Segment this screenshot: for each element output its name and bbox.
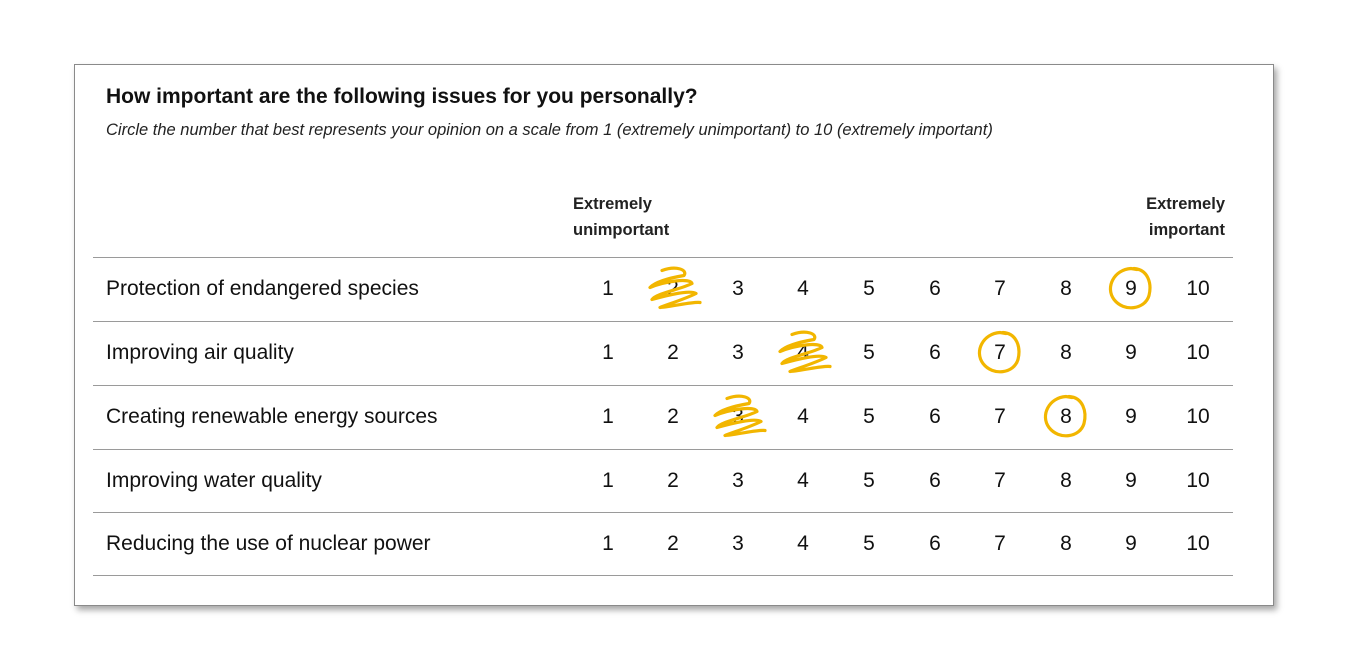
scale-option-6[interactable]: 6 — [929, 277, 941, 300]
scale-option-6[interactable]: 6 — [929, 532, 941, 555]
scale-option-5[interactable]: 5 — [863, 405, 875, 428]
scale-option-9[interactable]: 9 — [1125, 405, 1137, 428]
scale-option-1[interactable]: 1 — [602, 341, 614, 364]
question-title: How important are the following issues f… — [106, 85, 698, 108]
rating-row: Improving water quality 1 2 3 4 5 6 7 8 9 10 — [75, 449, 1275, 512]
scale-low-anchor: Extremely unimportant — [573, 191, 669, 243]
scale-option-6[interactable]: 6 — [929, 405, 941, 428]
rating-row: Protection of endangered species 1 2 3 4 5 6 7 8… — [75, 257, 1275, 320]
row-divider — [93, 512, 1233, 513]
scale-high-line2: important — [1148, 221, 1225, 239]
item-label: Improving water quality — [106, 469, 322, 492]
scale-low-line2: unimportant — [573, 221, 670, 239]
scale-option-3[interactable]: 3 — [732, 532, 744, 555]
scale-option-7[interactable]: 7 — [994, 405, 1006, 428]
scale-option-4[interactable]: 4 — [797, 277, 809, 300]
scale-option-9[interactable]: 9 — [1125, 532, 1137, 555]
scale-option-1[interactable]: 1 — [602, 277, 614, 300]
scale-option-8[interactable]: 8 — [1060, 405, 1072, 428]
row-divider — [93, 321, 1233, 322]
scale-option-3[interactable]: 3 — [732, 341, 744, 364]
row-divider — [93, 449, 1233, 450]
scale-option-1[interactable]: 1 — [602, 469, 614, 492]
scale-high-anchor: Extremely important — [1146, 191, 1225, 243]
item-label: Improving air quality — [106, 341, 294, 364]
scale-option-5[interactable]: 5 — [863, 532, 875, 555]
scale-high-line1: Extremely — [1146, 195, 1225, 213]
scale-option-1[interactable]: 1 — [602, 532, 614, 555]
item-label: Creating renewable energy sources — [106, 405, 438, 428]
rating-row: Improving air quality 1 2 3 4 5 6 7 8 9 10 — [75, 321, 1275, 384]
scale-option-9[interactable]: 9 — [1125, 469, 1137, 492]
scale-option-2[interactable]: 2 — [667, 277, 679, 300]
scale-option-2[interactable]: 2 — [667, 532, 679, 555]
scale-option-7[interactable]: 7 — [994, 277, 1006, 300]
scale-option-10[interactable]: 10 — [1186, 469, 1210, 492]
row-divider — [93, 575, 1233, 576]
scale-option-7[interactable]: 7 — [994, 532, 1006, 555]
rating-row: Creating renewable energy sources 1 2 3 4 5 6 7… — [75, 385, 1275, 448]
scale-option-6[interactable]: 6 — [929, 469, 941, 492]
scale-option-8[interactable]: 8 — [1060, 341, 1072, 364]
instruction-text: Circle the number that best represents y… — [106, 121, 993, 139]
scale-option-5[interactable]: 5 — [863, 277, 875, 300]
row-divider — [93, 385, 1233, 386]
scale-option-4[interactable]: 4 — [797, 405, 809, 428]
scale-option-8[interactable]: 8 — [1060, 532, 1072, 555]
scale-option-3[interactable]: 3 — [732, 469, 744, 492]
scale-option-5[interactable]: 5 — [863, 341, 875, 364]
scale-option-3[interactable]: 3 — [732, 277, 744, 300]
scale-option-6[interactable]: 6 — [929, 341, 941, 364]
survey-card: How important are the following issues f… — [74, 64, 1274, 606]
scale-option-10[interactable]: 10 — [1186, 277, 1210, 300]
scale-option-8[interactable]: 8 — [1060, 277, 1072, 300]
rating-row: Reducing the use of nuclear power 1 2 3 4 5 6 7… — [75, 512, 1275, 575]
scale-option-10[interactable]: 10 — [1186, 405, 1210, 428]
scale-option-1[interactable]: 1 — [602, 405, 614, 428]
item-label: Reducing the use of nuclear power — [106, 532, 431, 555]
scale-option-7[interactable]: 7 — [994, 341, 1006, 364]
scale-option-2[interactable]: 2 — [667, 469, 679, 492]
scale-option-4[interactable]: 4 — [797, 532, 809, 555]
scale-option-2[interactable]: 2 — [667, 341, 679, 364]
scale-option-4[interactable]: 4 — [797, 341, 809, 364]
scale-option-4[interactable]: 4 — [797, 469, 809, 492]
scale-option-7[interactable]: 7 — [994, 469, 1006, 492]
scale-low-line1: Extremely — [573, 195, 652, 213]
scale-option-5[interactable]: 5 — [863, 469, 875, 492]
scale-option-9[interactable]: 9 — [1125, 341, 1137, 364]
scale-option-10[interactable]: 10 — [1186, 532, 1210, 555]
item-label: Protection of endangered species — [106, 277, 419, 300]
scale-option-3[interactable]: 3 — [732, 405, 744, 428]
scale-option-2[interactable]: 2 — [667, 405, 679, 428]
row-divider — [93, 257, 1233, 258]
scale-option-8[interactable]: 8 — [1060, 469, 1072, 492]
scale-option-9[interactable]: 9 — [1125, 277, 1137, 300]
scale-option-10[interactable]: 10 — [1186, 341, 1210, 364]
